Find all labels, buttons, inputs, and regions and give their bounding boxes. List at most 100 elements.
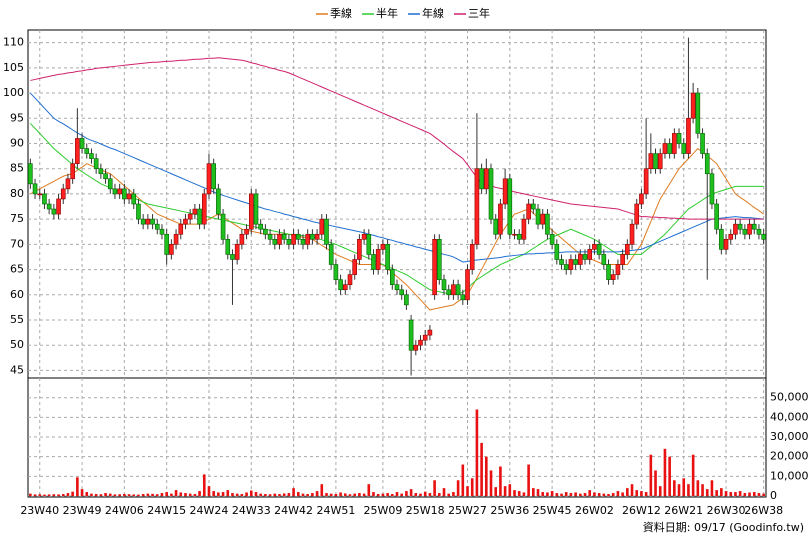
volume-bar <box>588 490 592 496</box>
x-tick-label: 23W40 <box>20 504 59 517</box>
volume-bar <box>579 493 582 496</box>
volume-bar <box>470 478 474 496</box>
candle-body <box>681 143 687 154</box>
volume-bar <box>113 494 117 496</box>
volume-bar <box>743 493 747 496</box>
candle-body <box>342 284 348 291</box>
candle-body <box>98 168 104 175</box>
volume-bar <box>104 493 107 496</box>
candle-body <box>592 244 597 250</box>
volume-bar <box>748 492 751 496</box>
candle-body <box>248 193 254 230</box>
volume-bar <box>593 492 596 496</box>
volume-bar <box>701 484 704 496</box>
candle-body <box>413 344 419 351</box>
volume-bar <box>658 486 662 496</box>
volume-bar <box>438 493 441 496</box>
candle-body <box>578 254 583 265</box>
y2-tick-label: 30,000 <box>770 430 808 443</box>
x-tick-label: 25W45 <box>533 504 572 517</box>
candle-body <box>263 228 268 235</box>
volume-bar <box>188 493 192 496</box>
volume-bar <box>264 494 267 496</box>
candle-body <box>474 168 480 245</box>
volume-bar <box>137 494 140 496</box>
candle-body <box>93 158 99 169</box>
x-tick-label: 25W27 <box>448 504 487 517</box>
volume-bar <box>494 487 498 496</box>
y-tick-label: 90 <box>10 136 24 149</box>
volume-bar <box>198 491 201 496</box>
candle-body <box>545 213 550 235</box>
volume-bar <box>301 493 305 496</box>
candle-body <box>183 218 188 225</box>
candle-body <box>394 284 400 291</box>
volume-bar <box>423 491 427 496</box>
volume-bar <box>677 484 681 496</box>
candle-body <box>150 218 155 225</box>
volume-bar <box>738 491 742 496</box>
x-tick-label: 24W42 <box>274 504 313 517</box>
candle-body <box>629 223 635 245</box>
candle-body <box>385 244 390 270</box>
volume-bar <box>33 494 37 496</box>
candle-body <box>225 239 231 255</box>
candle-body <box>216 188 221 215</box>
candle-body <box>596 244 602 255</box>
volume-bar <box>231 493 234 496</box>
volume-bar <box>343 493 347 496</box>
x-tick-label: 24W33 <box>232 504 271 517</box>
candle-body <box>582 254 588 260</box>
y-tick-label: 110 <box>3 36 24 49</box>
candle-body <box>234 244 240 260</box>
volume-bar <box>217 492 220 496</box>
candle-body <box>601 254 607 265</box>
volume-bar <box>447 493 451 496</box>
candle-body <box>432 239 437 296</box>
candle-body <box>107 178 113 190</box>
volume-bar <box>170 493 173 496</box>
candle-body <box>178 223 184 235</box>
candle-body <box>700 133 705 154</box>
candle-body <box>498 203 503 235</box>
volume-bar <box>630 484 634 496</box>
volume-bar <box>296 492 300 496</box>
y-tick-label: 75 <box>10 212 24 225</box>
volume-bar <box>212 491 215 496</box>
volume-bar <box>724 491 728 496</box>
volume-bar <box>607 494 610 496</box>
volume-bar <box>621 492 624 496</box>
volume-bar <box>221 492 225 496</box>
ma-line <box>29 122 764 296</box>
volume-bar <box>419 493 422 496</box>
candle-body <box>469 244 475 270</box>
candle-body <box>239 233 245 245</box>
candle-body <box>328 244 334 265</box>
y-tick-label: 105 <box>3 61 24 74</box>
volume-bar <box>654 470 657 496</box>
volume-bar <box>193 494 197 496</box>
candle-body <box>154 223 160 230</box>
volume-bar <box>400 493 404 496</box>
volume-bar <box>249 490 253 496</box>
candle-body <box>761 233 766 240</box>
volume-bar <box>705 489 709 496</box>
candle-body <box>220 213 226 240</box>
candle-body <box>446 289 452 296</box>
candle-body <box>441 279 447 291</box>
candle-body <box>535 208 541 225</box>
y-tick-label: 50 <box>10 338 24 351</box>
volume-bar <box>57 494 60 496</box>
volume-bar <box>503 486 507 496</box>
volume-bar <box>47 494 51 496</box>
volume-bar <box>541 492 545 496</box>
volume-bar <box>569 493 573 496</box>
volume-bar <box>80 489 84 496</box>
candle-body <box>169 244 174 255</box>
y-tick-label: 80 <box>10 187 24 200</box>
candle-body <box>300 239 306 245</box>
volume-bar <box>240 494 244 496</box>
y2-tick-label: 10,000 <box>770 469 808 482</box>
volume-bar <box>428 493 432 496</box>
volume-bar <box>762 493 765 496</box>
